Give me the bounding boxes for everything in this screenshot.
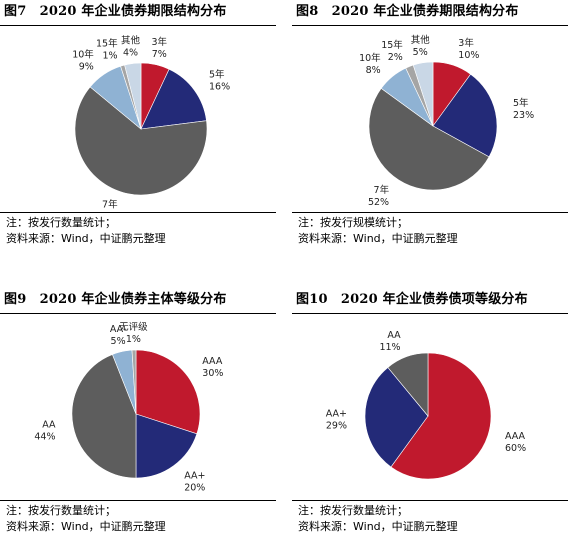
slice-value-label: 5% <box>413 47 428 58</box>
slice-category-label: AAA <box>505 431 526 442</box>
slice-category-label: AA <box>387 330 401 341</box>
slice-value-label: 2% <box>388 52 403 63</box>
slice-category-label: 5年 <box>209 69 225 81</box>
slice-category-label: 7年 <box>102 199 118 211</box>
slice-category-label: AA+ <box>184 470 205 481</box>
slice-category-label: 10年 <box>359 52 381 64</box>
slice-category-label: 15年 <box>381 39 403 51</box>
slice-value-label: 60% <box>505 443 526 454</box>
slice-category-label: 无评级 <box>119 321 148 333</box>
slice-value-label: 4% <box>123 48 138 59</box>
chart-source: 资料来源：Wind，中证鹏元整理 <box>6 231 166 246</box>
chart-note: 注：按发行规模统计； <box>298 215 408 230</box>
chart-source: 资料来源：Wind，中证鹏元整理 <box>6 519 166 534</box>
slice-value-label: 9% <box>79 62 94 73</box>
chart-title: 图8 2020 年企业债券期限结构分布 <box>296 0 519 24</box>
slice-value-label: 16% <box>209 82 230 93</box>
chart-source: 资料来源：Wind，中证鹏元整理 <box>298 231 458 246</box>
slice-category-label: AAA <box>202 356 223 367</box>
slice-value-label: 7% <box>152 49 167 60</box>
notes-divider <box>0 500 276 501</box>
slice-category-label: 其他 <box>121 35 141 47</box>
slice-value-label: 23% <box>513 110 534 121</box>
slice-value-label: 52% <box>368 197 389 208</box>
slice-value-label: 44% <box>34 431 55 442</box>
slice-value-label: 30% <box>202 368 223 379</box>
chart-source: 资料来源：Wind，中证鹏元整理 <box>298 519 458 534</box>
slice-category-label: 7年 <box>374 184 390 196</box>
chart-title: 图9 2020 年企业债券主体等级分布 <box>4 288 227 312</box>
notes-divider <box>292 212 568 213</box>
notes-divider <box>292 500 568 501</box>
slice-category-label: AA <box>42 419 56 430</box>
chart-note: 注：按发行数量统计； <box>6 503 116 518</box>
slice-category-label: 15年 <box>96 37 118 49</box>
slice-category-label: 3年 <box>458 37 474 49</box>
chart-note: 注：按发行数量统计； <box>6 215 116 230</box>
chart-note: 注：按发行数量统计； <box>298 503 408 518</box>
slice-category-label: AA+ <box>326 409 347 420</box>
slice-value-label: 10% <box>458 50 479 61</box>
slice-value-label: 11% <box>379 342 400 353</box>
slice-value-label: 1% <box>103 50 118 61</box>
slice-value-label: 5% <box>111 336 126 347</box>
slice-value-label: 29% <box>326 421 347 432</box>
chart-title: 图7 2020 年企业债券期限结构分布 <box>4 0 227 24</box>
slice-value-label: 20% <box>184 482 205 493</box>
chart-panel-fig7: 图7 2020 年企业债券期限结构分布 3年7%5年16%7年63%10年9%1… <box>0 0 276 258</box>
slice-category-label: 5年 <box>513 97 529 109</box>
slice-category-label: 3年 <box>152 36 168 48</box>
notes-divider <box>0 212 276 213</box>
slice-value-label: 8% <box>366 65 381 76</box>
slice-category-label: 其他 <box>411 34 431 46</box>
chart-title: 图10 2020 年企业债券债项等级分布 <box>296 288 528 312</box>
slice-value-label: 1% <box>126 334 141 345</box>
slice-category-label: 10年 <box>72 49 94 61</box>
